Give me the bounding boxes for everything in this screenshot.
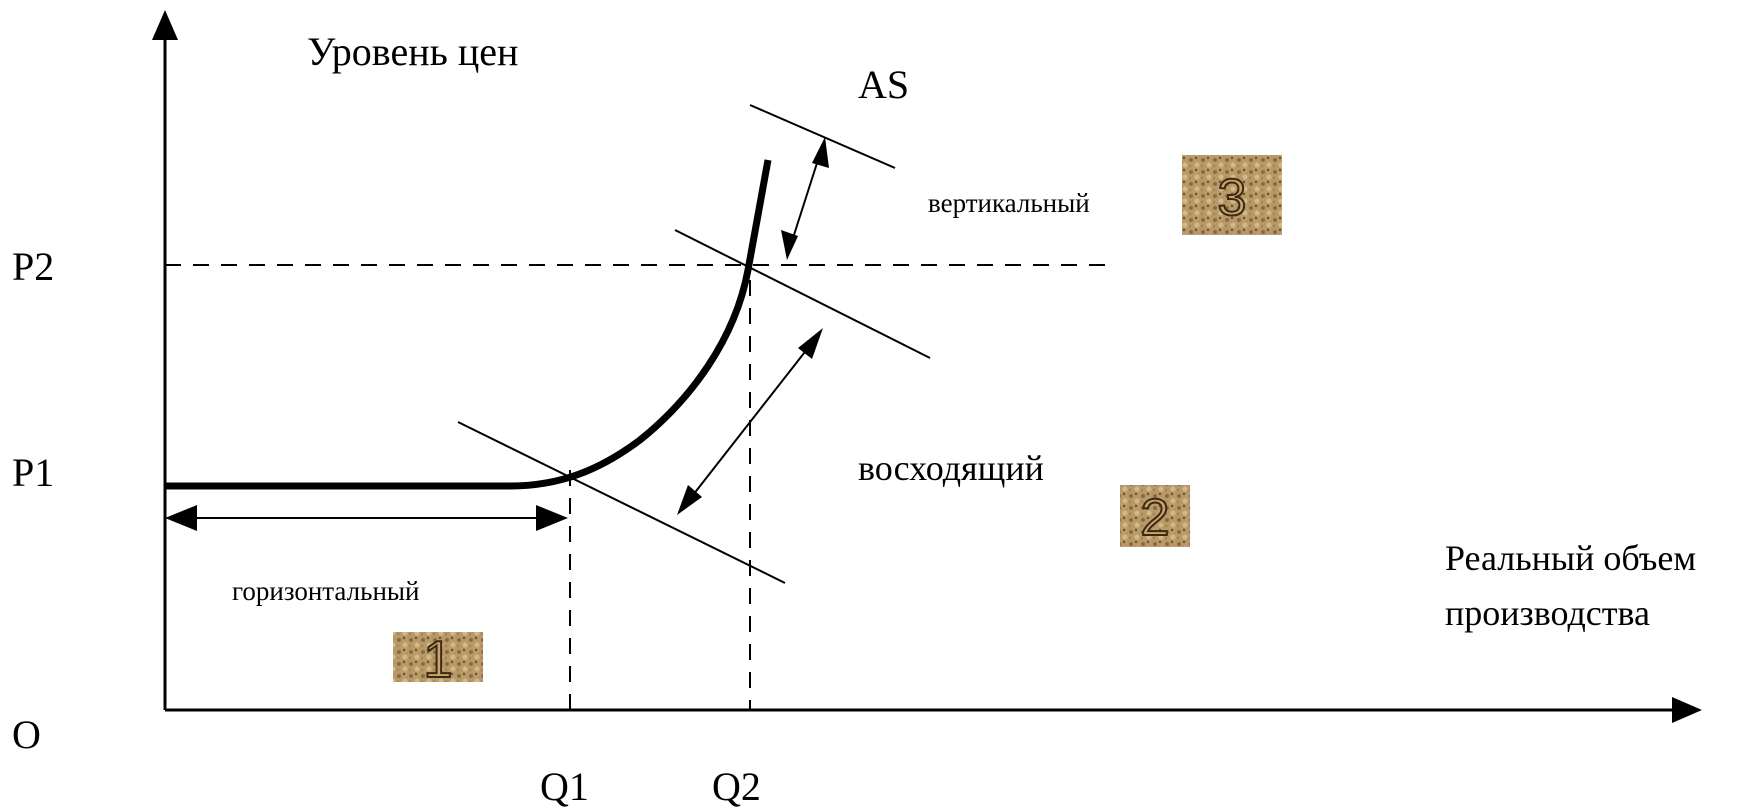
segment-label-vertical: вертикальный: [928, 188, 1090, 218]
rising-range-arrow: [677, 328, 823, 515]
y-axis-arrow-icon: [152, 10, 178, 40]
boundary-line-3: [749, 104, 896, 169]
svg-text:1: 1: [424, 631, 453, 689]
segment-label-rising: восходящий: [858, 448, 1044, 488]
horizontal-range-arrow: [165, 505, 568, 531]
y-axis-title: Уровень цен: [307, 29, 518, 74]
as-curve: [165, 159, 772, 490]
p1-label: P1: [12, 450, 54, 495]
segment-badge-2: 2: [1120, 485, 1190, 548]
svg-text:2: 2: [1141, 489, 1170, 547]
origin-label: O: [12, 712, 41, 757]
q2-label: Q2: [712, 764, 761, 809]
svg-text:3: 3: [1218, 169, 1247, 227]
x-axis-title-line1: Реальный объем: [1445, 538, 1696, 578]
boundary-line-1: [457, 421, 786, 584]
x-axis-arrow-icon: [1672, 697, 1702, 723]
boundary-line-2: [674, 229, 931, 359]
p2-label: P2: [12, 244, 54, 289]
segment-badge-1: 1: [393, 630, 483, 690]
x-axis-title-line2: производства: [1445, 593, 1650, 633]
as-curve-label: AS: [858, 62, 909, 107]
segment-badge-3: 3: [1182, 155, 1282, 235]
q1-label: Q1: [540, 764, 589, 809]
vertical-range-arrow: [781, 137, 829, 260]
segment-label-horizontal: горизонтальный: [232, 576, 419, 606]
